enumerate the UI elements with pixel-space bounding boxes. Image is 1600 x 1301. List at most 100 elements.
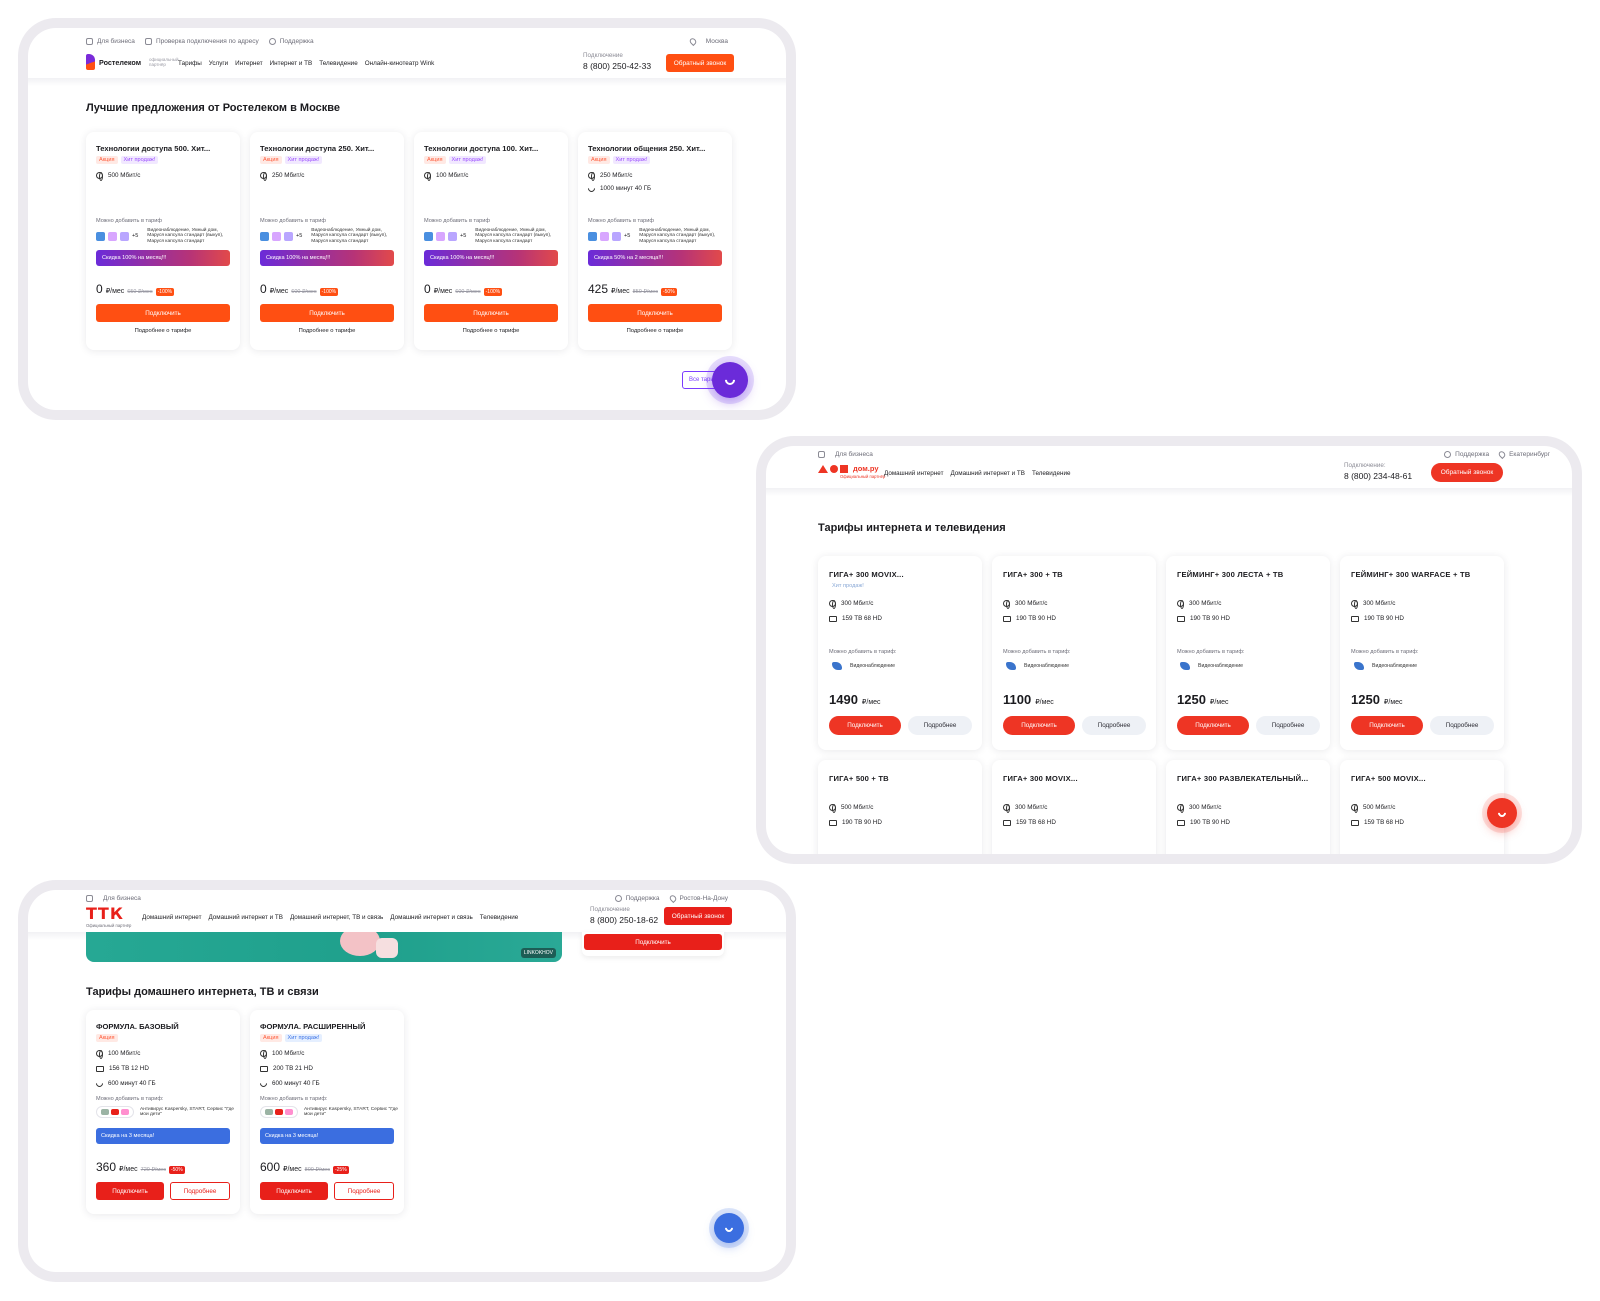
domru-callback-button[interactable]: Обратный звонок	[1431, 463, 1503, 482]
rt-topbar-business[interactable]: Для бизнеса	[86, 38, 135, 45]
ttk-nav-internet-tv[interactable]: Домашний интернет и ТВ	[208, 914, 283, 921]
details-link[interactable]: Подробнее о тарифе	[298, 328, 356, 334]
domru-phone-block: Подключение: 8 (800) 234-48-61	[1344, 462, 1413, 481]
rt-callback-button[interactable]: Обратный звонок	[666, 54, 734, 72]
addons-more-count: +5	[296, 233, 303, 240]
phone-icon	[258, 1078, 269, 1089]
addons-icons	[96, 1106, 134, 1118]
details-button[interactable]: Подробнее	[1430, 716, 1494, 735]
card-tags: Акция Хит продаж!	[260, 1034, 323, 1042]
ttk-callback-button[interactable]: Обратный звонок	[664, 907, 732, 925]
domru-call-fab[interactable]	[1487, 798, 1517, 828]
connect-button[interactable]: Подключить	[424, 304, 558, 322]
globe-icon	[1351, 600, 1358, 609]
tv-icon	[1003, 615, 1011, 622]
addons-row[interactable]: +5 Видеонаблюдение, Умный дом, Маруся кап…	[96, 228, 233, 244]
minutes-spec: 1000 минут 40 ГБ	[586, 183, 651, 194]
domru-phone-number[interactable]: 8 (800) 234-48-61	[1344, 471, 1413, 481]
connect-button[interactable]: Подключить	[260, 1182, 328, 1200]
ttk-nav-tv[interactable]: Телевидение	[479, 914, 519, 921]
domru-city[interactable]: Екатеринбург	[1497, 449, 1550, 460]
domru-nav-tv[interactable]: Телевидение	[1031, 470, 1071, 477]
ttk-nav-internet-tv-phone[interactable]: Домашний интернет, ТВ и связь	[289, 914, 384, 921]
addon-item[interactable]: Видеонаблюдение	[832, 662, 895, 670]
details-button[interactable]: Подробнее	[908, 716, 972, 735]
old-price: 720 ₽/мес	[140, 1167, 166, 1173]
ttk-promo-banner[interactable]: LINKOKHOV	[86, 932, 562, 962]
rt-topbar-support[interactable]: Поддержка	[268, 38, 314, 45]
rostelecom-screen-frame: Для бизнеса Проверка подключения по адре…	[18, 18, 796, 420]
speed-spec: 500 Мбит/с	[1351, 804, 1395, 813]
connect-button[interactable]: Подключить	[1003, 716, 1075, 735]
tv-spec: 190 ТВ 90 HD	[1177, 615, 1230, 622]
rt-nav-internet-tv[interactable]: Интернет и ТВ	[269, 60, 313, 67]
ttk-top-connect-button[interactable]: Подключить	[584, 934, 722, 950]
add-label: Можно добавить в тариф	[96, 218, 162, 224]
details-link[interactable]: Подробнее о тарифе	[134, 328, 192, 334]
banner-badge: LINKOKHOV	[520, 948, 556, 958]
addons-row[interactable]: Антивирус Kaspersky, START, Сервис "Где …	[96, 1106, 234, 1118]
addons-row[interactable]: Антивирус Kaspersky, START, Сервис "Где …	[260, 1106, 398, 1118]
connect-button[interactable]: Подключить	[96, 304, 230, 322]
rt-section-heading: Лучшие предложения от Ростелеком в Москв…	[86, 102, 341, 114]
rt-city[interactable]: Москва	[688, 36, 728, 47]
globe-icon	[96, 1050, 103, 1059]
details-button[interactable]: Подробнее	[170, 1182, 230, 1200]
ttk-phone-number[interactable]: 8 (800) 250-18-62	[590, 915, 659, 925]
ttk-nav-internet[interactable]: Домашний интернет	[142, 914, 202, 921]
connect-button[interactable]: Подключить	[588, 304, 722, 322]
old-price: 600 ₽/мес	[455, 289, 481, 295]
rt-nav-tariffs[interactable]: Тарифы	[178, 60, 202, 67]
connect-button[interactable]: Подключить	[96, 1182, 164, 1200]
add-label: Можно добавить в тариф	[588, 218, 654, 224]
rt-nav-tv[interactable]: Телевидение	[319, 60, 358, 67]
connect-button[interactable]: Подключить	[829, 716, 901, 735]
addons-text: Видеонаблюдение, Умный дом, Маруся капсу…	[475, 228, 552, 244]
domru-nav-internet[interactable]: Домашний интернет	[884, 470, 944, 477]
addon-item[interactable]: Видеонаблюдение	[1180, 662, 1243, 670]
details-link[interactable]: Подробнее о тарифе	[626, 328, 684, 334]
rt-nav-wink[interactable]: Онлайн-кинотеатр Wink	[364, 60, 435, 67]
card-title: Технологии общения 250. Хит...	[588, 144, 706, 153]
rt-logo[interactable]: Ростелеком официальный партнёр	[86, 54, 179, 70]
details-button[interactable]: Подробнее	[1082, 716, 1146, 735]
domru-logo[interactable]: дом.ру Официальный партнёр	[818, 464, 885, 479]
rt-nav-internet[interactable]: Интернет	[235, 60, 263, 67]
rt-topbar-check-address[interactable]: Проверка подключения по адресу	[144, 38, 259, 45]
details-button[interactable]: Подробнее	[334, 1182, 394, 1200]
domru-nav-internet-tv[interactable]: Домашний интернет и ТВ	[950, 470, 1025, 477]
connect-button[interactable]: Подключить	[1177, 716, 1249, 735]
addons-row[interactable]: +5 Видеонаблюдение, Умный дом, Маруся кап…	[588, 228, 725, 244]
details-link[interactable]: Подробнее о тарифе	[462, 328, 520, 334]
ttk-topbar-business[interactable]: Для бизнеса	[86, 895, 141, 902]
globe-icon	[1177, 804, 1184, 813]
tv-spec: 190 ТВ 90 HD	[829, 819, 882, 826]
globe-icon	[588, 172, 595, 181]
ttk-nav-internet-phone[interactable]: Домашний интернет и связь	[390, 914, 473, 921]
addons-row[interactable]: +5 Видеонаблюдение, Умный дом, Маруся кап…	[424, 228, 561, 244]
rt-phone-number[interactable]: 8 (800) 250-42-33	[583, 61, 652, 71]
camera-icon	[260, 231, 269, 241]
domru-tariff-card: ГИГА+ 300 РАЗВЛЕКАТЕЛЬНЫЙ... 300 Мбит/с 19…	[1166, 760, 1330, 854]
ttk-city[interactable]: Ростов-На-Дону	[667, 893, 728, 904]
discount-badge: -100%	[155, 288, 175, 296]
camera-icon	[424, 231, 433, 241]
rt-nav-services[interactable]: Услуги	[208, 60, 229, 67]
connect-button[interactable]: Подключить	[1351, 716, 1423, 735]
tv-icon	[1351, 819, 1359, 826]
addon-item[interactable]: Видеонаблюдение	[1354, 662, 1417, 670]
ttk-logo[interactable]: ТТК Официальный партнёр	[86, 904, 132, 929]
domru-topbar-business[interactable]: Для бизнеса	[818, 451, 873, 458]
ttk-support-link[interactable]: Поддержка	[614, 895, 660, 902]
domru-support-link[interactable]: Поддержка	[1444, 451, 1489, 458]
addons-row[interactable]: +5 Видеонаблюдение, Умный дом, Маруся кап…	[260, 228, 397, 244]
smart-home-icon	[272, 231, 281, 241]
ttk-call-fab[interactable]	[714, 1213, 744, 1243]
rt-call-fab[interactable]	[712, 362, 748, 398]
camera-icon	[588, 231, 597, 241]
price-value: 425	[588, 282, 609, 296]
rt-topbar: Для бизнеса Проверка подключения по адре…	[86, 38, 314, 45]
details-button[interactable]: Подробнее	[1256, 716, 1320, 735]
addon-item[interactable]: Видеонаблюдение	[1006, 662, 1069, 670]
connect-button[interactable]: Подключить	[260, 304, 394, 322]
